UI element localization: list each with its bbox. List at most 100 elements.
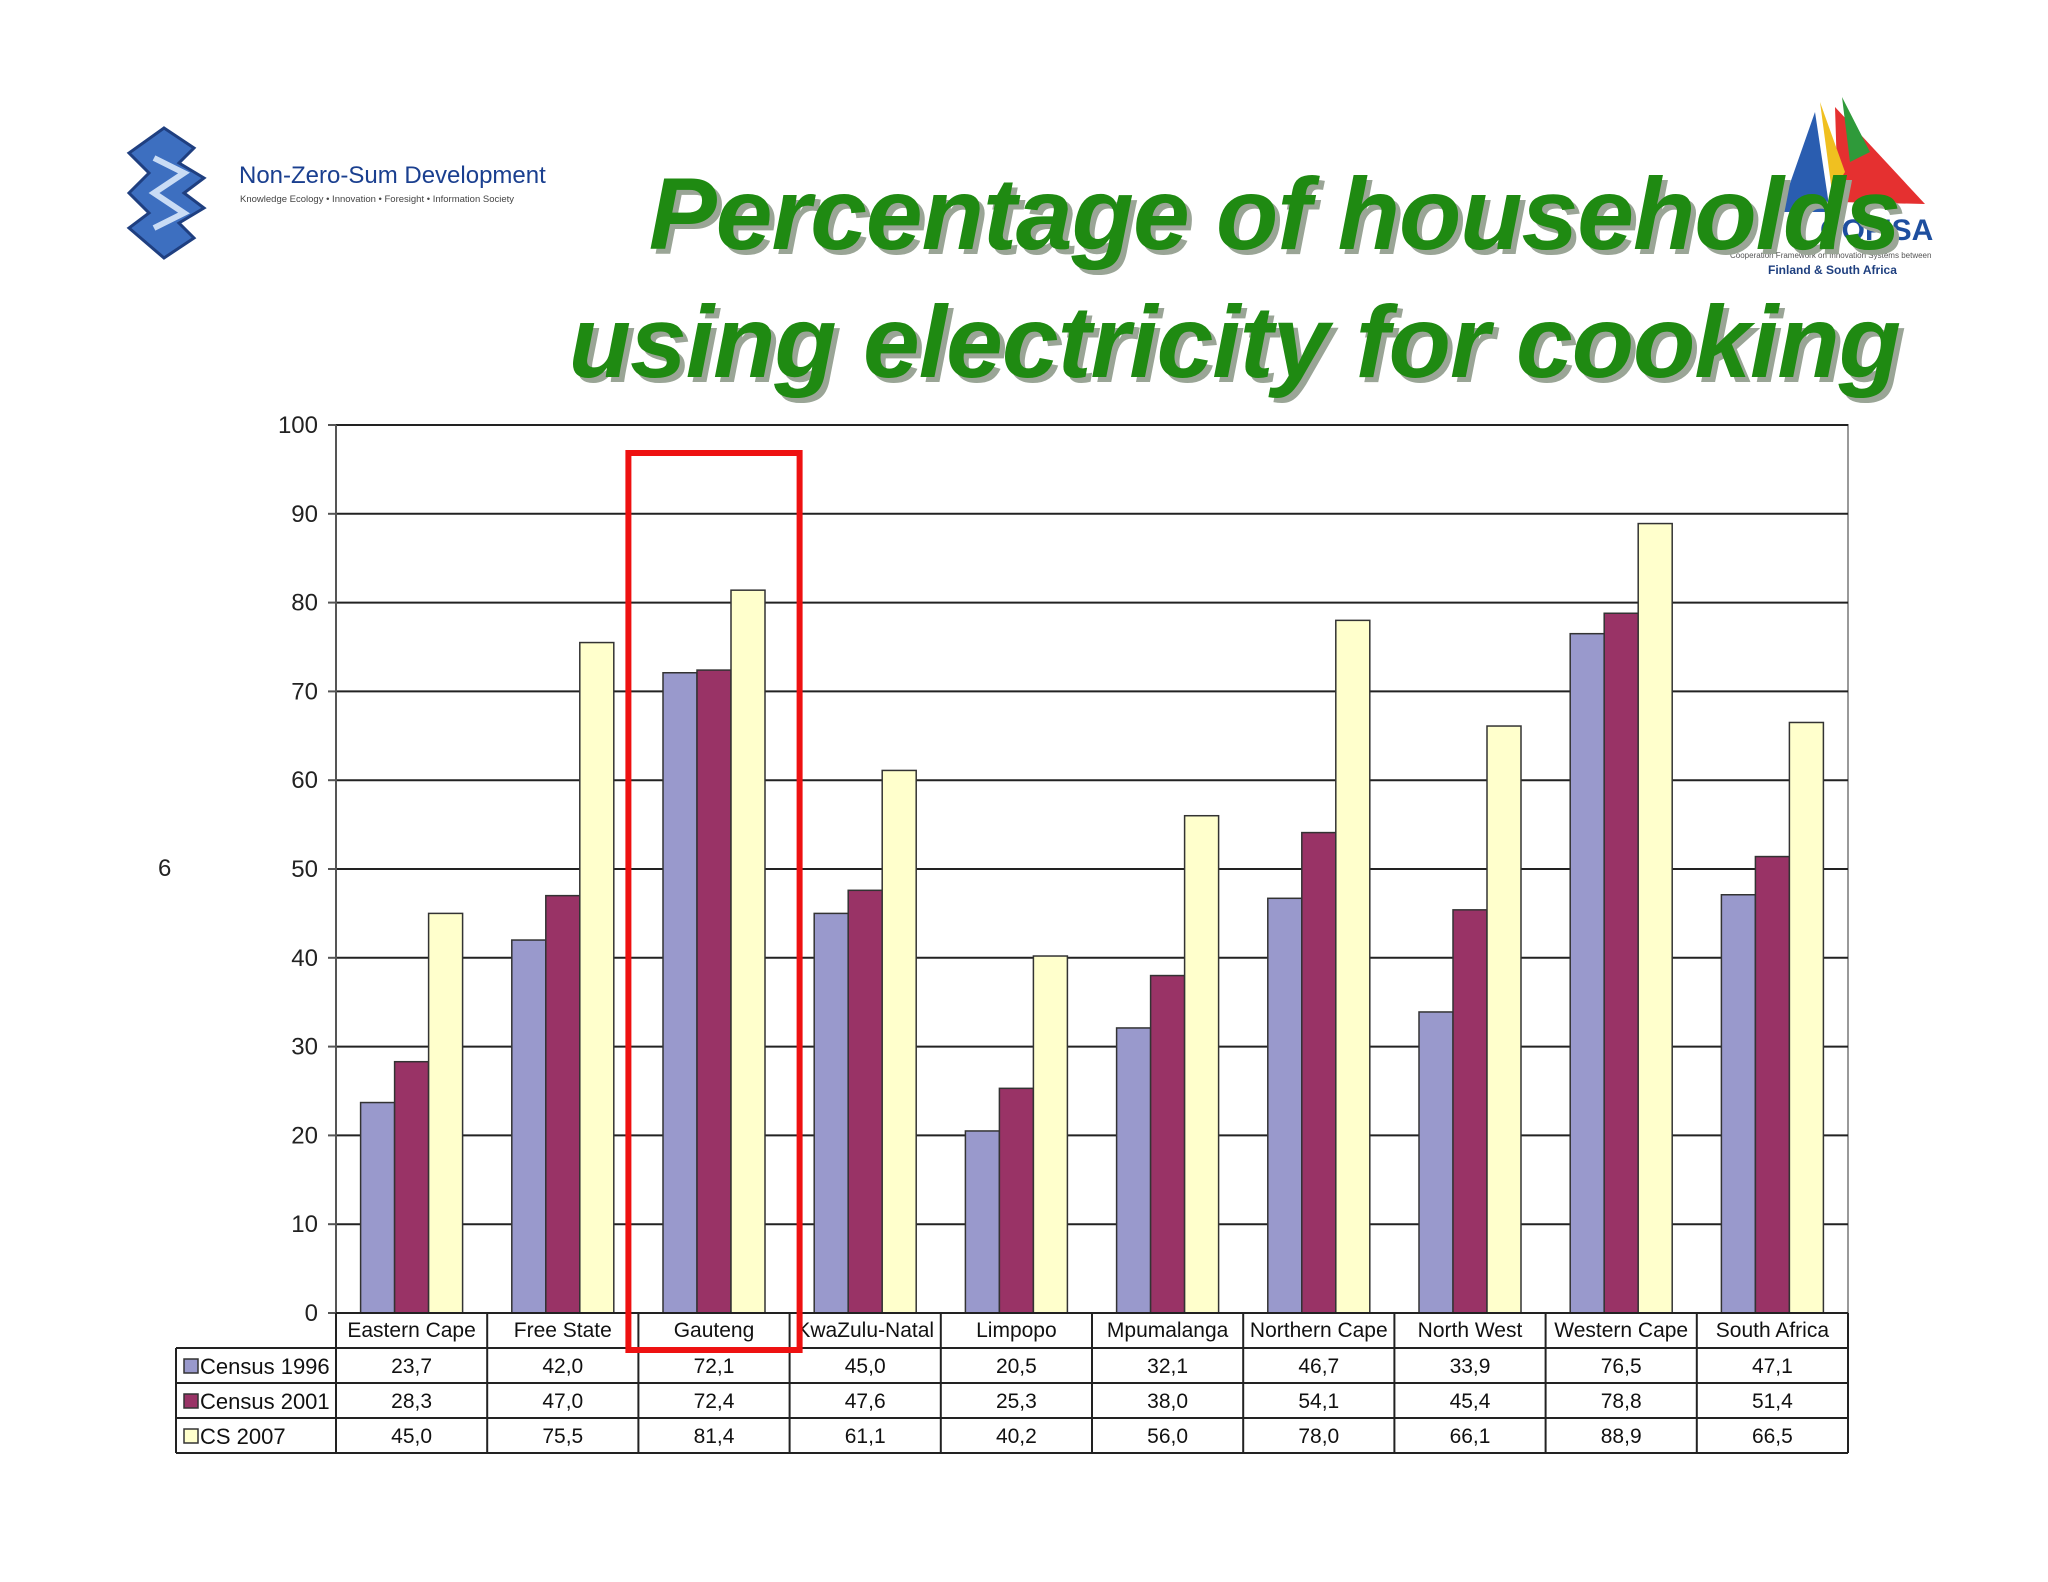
x-tick-label: KwaZulu-Natal [796, 1319, 934, 1342]
legend-swatch [183, 1428, 199, 1444]
bar [1115, 1027, 1152, 1314]
y-tick-label: 60 [291, 767, 318, 794]
data-label: 66,1 [1450, 1425, 1491, 1448]
legend-label: Census 2001 [200, 1389, 330, 1414]
x-tick-label: North West [1418, 1319, 1523, 1342]
data-label: 45,0 [391, 1425, 432, 1448]
bar [847, 889, 883, 1314]
logo-left-name: Non-Zero-Sum Development [239, 162, 546, 189]
data-label: 54,1 [1298, 1390, 1339, 1413]
bar [1788, 721, 1825, 1314]
data-label: 81,4 [694, 1425, 735, 1448]
bar [579, 641, 615, 1314]
bar [1267, 897, 1303, 1314]
y-tick-label: 0 [305, 1300, 318, 1327]
y-tick-label: 10 [291, 1211, 318, 1238]
y-tick-label: 70 [291, 678, 318, 705]
legend-label: Census 1996 [200, 1354, 330, 1379]
logo-emblem-icon [126, 126, 207, 260]
highlight-box [625, 450, 803, 1353]
data-label: 47,0 [542, 1390, 583, 1413]
data-label: 75,5 [542, 1425, 583, 1448]
y-tick-label: 90 [291, 501, 318, 528]
bar [1149, 974, 1186, 1314]
logo-right-tagline-1: Cooperation Framework on Innovation Syst… [1730, 251, 1931, 260]
data-label: 40,2 [996, 1425, 1037, 1448]
slide-title-line-1: Percentage of households [648, 157, 1901, 271]
data-label: 88,9 [1601, 1425, 1642, 1448]
x-tick-label: Western Cape [1554, 1319, 1688, 1342]
data-label: 78,8 [1601, 1390, 1642, 1413]
y-tick-label: 100 [278, 412, 318, 439]
x-tick-label: Mpumalanga [1107, 1319, 1229, 1342]
data-label: 38,0 [1147, 1390, 1188, 1413]
bar [1569, 632, 1605, 1314]
slide-title-line-2: using electricity for cooking [568, 285, 1901, 399]
data-label: 61,1 [845, 1425, 886, 1448]
data-label: 45,4 [1450, 1390, 1491, 1413]
data-label: 66,5 [1752, 1425, 1793, 1448]
data-label: 42,0 [542, 1355, 583, 1378]
bar [1032, 955, 1069, 1314]
logo-sails-icon [1780, 97, 1925, 212]
bar [1637, 522, 1673, 1314]
bar [511, 939, 547, 1314]
bar [696, 669, 732, 1314]
y-axis-label: 6 [158, 855, 171, 882]
legend-swatch [183, 1393, 199, 1409]
legend-swatch [183, 1358, 199, 1374]
y-tick-label: 20 [291, 1122, 318, 1149]
y-tick-label: 50 [291, 856, 318, 883]
data-label: 47,1 [1752, 1355, 1793, 1378]
data-label: 56,0 [1147, 1425, 1188, 1448]
bar [1418, 1011, 1454, 1314]
x-tick-label: Gauteng [674, 1319, 755, 1342]
x-tick-label: Northern Cape [1250, 1319, 1388, 1342]
data-label: 33,9 [1450, 1355, 1491, 1378]
bar [881, 769, 917, 1314]
y-tick-label: 30 [291, 1034, 318, 1061]
data-label: 28,3 [391, 1390, 432, 1413]
non-zero-sum-development-logo: Non-Zero-Sum Development Knowledge Ecolo… [126, 126, 546, 260]
bar [1720, 894, 1757, 1314]
bar [393, 1060, 430, 1314]
data-label: 51,4 [1752, 1390, 1793, 1413]
x-tick-label: Limpopo [976, 1319, 1057, 1342]
bar [359, 1101, 396, 1314]
bar [662, 672, 698, 1314]
data-label: 72,4 [694, 1390, 735, 1413]
cofisa-logo: COFISA Cooperation Framework on Innovati… [1730, 97, 1933, 277]
bar [427, 912, 464, 1314]
bar [1452, 909, 1488, 1314]
data-label: 46,7 [1298, 1355, 1339, 1378]
y-tick-label: 80 [291, 590, 318, 617]
x-tick-label: South Africa [1716, 1319, 1830, 1342]
legend-label: CS 2007 [200, 1424, 286, 1449]
data-label: 45,0 [845, 1355, 886, 1378]
data-label: 32,1 [1147, 1355, 1188, 1378]
data-label: 72,1 [694, 1355, 735, 1378]
data-label: 78,0 [1298, 1425, 1339, 1448]
bar [964, 1130, 1001, 1314]
x-tick-label: Eastern Cape [347, 1319, 475, 1342]
data-label: 25,3 [996, 1390, 1037, 1413]
data-label: 20,5 [996, 1355, 1037, 1378]
bar [813, 912, 849, 1314]
bar [545, 894, 581, 1314]
bar [998, 1087, 1035, 1314]
data-label: 23,7 [391, 1355, 432, 1378]
logo-right-name: COFISA [1820, 214, 1933, 247]
data-label: 76,5 [1601, 1355, 1642, 1378]
bar [1754, 855, 1791, 1314]
x-tick-label: Free State [514, 1319, 612, 1342]
logo-right-tagline-2: Finland & South Africa [1768, 263, 1897, 277]
data-label: 47,6 [845, 1390, 886, 1413]
bar [730, 589, 766, 1314]
bar [1301, 831, 1337, 1314]
slide-title: Percentage of households using electrici… [420, 150, 1901, 406]
bar [1335, 619, 1371, 1314]
logo-left-tagline: Knowledge Ecology • Innovation • Foresig… [240, 194, 514, 205]
bar [1183, 814, 1220, 1314]
bar [1486, 725, 1522, 1314]
